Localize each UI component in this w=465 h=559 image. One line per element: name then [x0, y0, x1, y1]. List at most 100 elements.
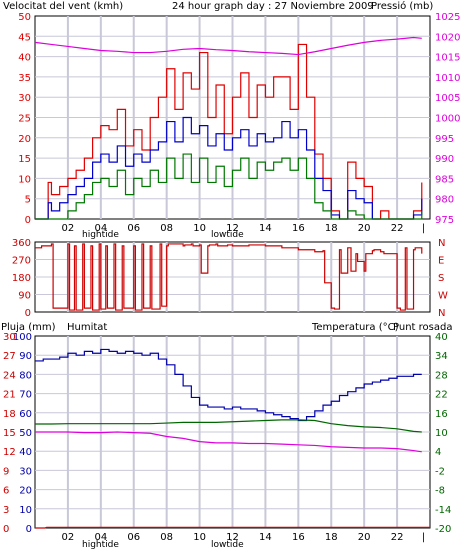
temperature-y-tick: -20: [435, 524, 451, 535]
lowtide-label-bottom: lowtide: [211, 540, 244, 550]
temperature-y-tick: 16: [435, 409, 448, 420]
series-direction: [35, 243, 423, 311]
compass-label: S: [438, 273, 444, 284]
compass-label: N: [438, 308, 445, 319]
x-tick-label-end: |: [422, 223, 425, 234]
hightide-label-top: hightide: [82, 230, 119, 240]
pressure-y-tick: 1010: [435, 73, 460, 84]
humidity-y-tick: 90: [19, 351, 32, 362]
series-pressure: [34, 36, 422, 56]
rain-y-tick: 3: [3, 505, 9, 516]
direction-y-tick: 0: [25, 308, 31, 319]
wind-y-tick: 20: [18, 134, 31, 145]
rain-y-tick: 12: [3, 447, 16, 458]
compass-label: E: [438, 256, 444, 267]
x-tick-label: 12: [226, 223, 239, 234]
series-layer: [34, 36, 430, 529]
temperature-y-tick: -14: [435, 505, 451, 516]
pressure-y-tick: 980: [435, 195, 454, 206]
x-tick-label: 04: [94, 223, 107, 234]
pressure-y-tick: 995: [435, 134, 454, 145]
temperature-y-tick: 10: [435, 428, 448, 439]
wind-y-tick: 15: [18, 154, 31, 165]
rain-y-tick: 27: [3, 351, 16, 362]
temperature-label: Temperatura (°C): [311, 322, 399, 333]
x-tick-label: 12: [226, 532, 239, 543]
pressure-y-tick: 1000: [435, 114, 460, 125]
temperature-y-tick: -8: [435, 486, 445, 497]
series-rain: [35, 526, 430, 529]
humidity-y-tick: 60: [19, 409, 32, 420]
direction-y-tick: 90: [18, 291, 31, 302]
x-tick-label: 16: [292, 532, 305, 543]
humidity-y-tick: 10: [19, 505, 32, 516]
x-tick-label: 06: [127, 223, 140, 234]
rain-label: Pluja (mm): [1, 322, 56, 333]
compass-label: W: [438, 291, 448, 302]
direction-y-tick: 360: [12, 238, 31, 249]
rain-y-tick: 15: [3, 428, 16, 439]
wind-y-tick: 25: [18, 114, 31, 125]
direction-y-tick: 180: [12, 273, 31, 284]
wind-y-tick: 45: [18, 32, 31, 43]
humidity-y-tick: 80: [19, 370, 32, 381]
direction-y-tick: 270: [12, 256, 31, 267]
x-tick-label: 08: [160, 223, 173, 234]
x-tick-label: 18: [325, 532, 338, 543]
x-tick-label: 22: [391, 223, 404, 234]
pressure-y-tick: 1015: [435, 53, 460, 64]
pressure-label: Pressió (mb): [371, 0, 433, 12]
pressure-y-tick: 1005: [435, 93, 460, 104]
x-tick-label: 06: [127, 532, 140, 543]
pressure-y-tick: 1020: [435, 32, 460, 43]
rain-y-tick: 24: [3, 370, 16, 381]
rain-y-tick: 30: [3, 332, 16, 343]
x-tick-label: 10: [193, 532, 206, 543]
x-tick-label-end: |: [422, 532, 425, 543]
dewpoint-label: Punt rosada: [393, 322, 452, 333]
humidity-y-tick: 70: [19, 390, 32, 401]
wind-y-tick: 35: [18, 73, 31, 84]
x-tick-label: 02: [62, 223, 75, 234]
rain-y-tick: 0: [3, 524, 9, 535]
rain-y-tick: 6: [3, 486, 9, 497]
x-tick-label: 22: [391, 532, 404, 543]
humidity-label: Humitat: [67, 322, 107, 333]
humidity-y-tick: 30: [19, 466, 32, 477]
x-tick-label: 04: [94, 532, 107, 543]
hightide-label-bottom: hightide: [82, 540, 119, 550]
series-temperature: [35, 419, 422, 433]
lowtide-label-top: lowtide: [211, 230, 244, 240]
x-tick-label: 10: [193, 223, 206, 234]
temperature-y-tick: -2: [435, 466, 445, 477]
x-tick-label: 14: [259, 532, 272, 543]
humidity-y-tick: 0: [26, 524, 32, 535]
graph-title: 24 hour graph day : 27 Noviembre 2009: [172, 1, 374, 12]
rain-y-tick: 18: [3, 409, 16, 420]
wind-y-tick: 30: [18, 93, 31, 104]
humidity-y-tick: 40: [19, 447, 32, 458]
temperature-y-tick: 4: [435, 447, 441, 458]
x-tick-label: 16: [292, 223, 305, 234]
humidity-y-tick: 50: [19, 428, 32, 439]
temperature-y-tick: 40: [435, 332, 448, 343]
wind-y-tick: 10: [18, 174, 31, 185]
wind-y-tick: 5: [25, 195, 31, 206]
x-tick-label: 08: [160, 532, 173, 543]
x-tick-label: 02: [62, 532, 75, 543]
rain-y-tick: 21: [3, 390, 16, 401]
series-gust: [35, 43, 423, 220]
wind-y-tick: 40: [18, 53, 31, 64]
direction-panel-grid: [34, 241, 431, 313]
x-tick-label: 18: [325, 223, 338, 234]
temperature-y-tick: 22: [435, 390, 448, 401]
pressure-y-tick: 1025: [435, 12, 460, 23]
pressure-y-tick: 990: [435, 154, 454, 165]
temperature-y-tick: 28: [435, 370, 448, 381]
series-dewpoint: [35, 431, 422, 453]
wind-speed-label: Velocitat del vent (kmh): [3, 1, 123, 12]
pressure-y-tick: 975: [435, 215, 454, 226]
x-tick-label: 14: [259, 223, 272, 234]
